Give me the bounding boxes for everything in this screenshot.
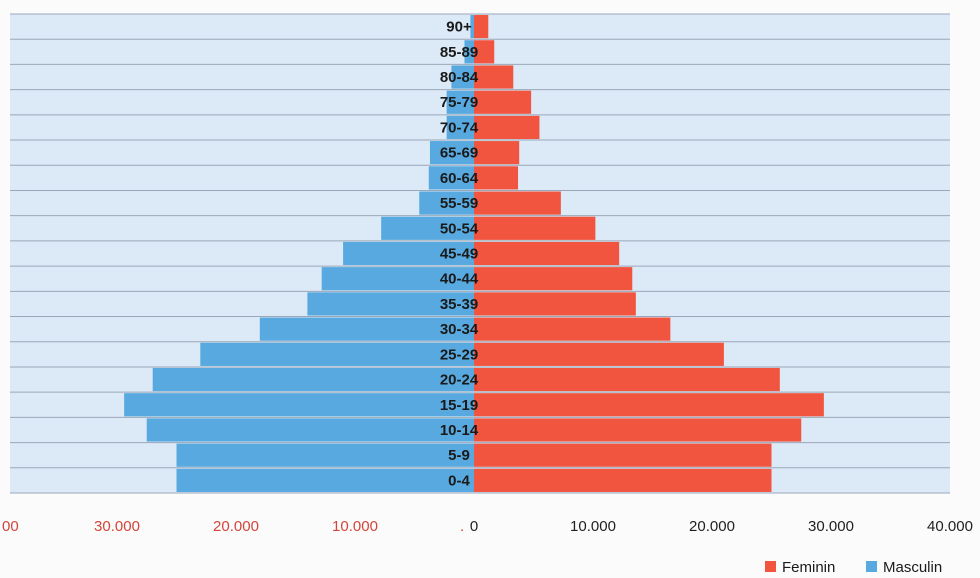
x-tick-label: 0 — [470, 518, 478, 535]
bar-feminin-45-49 — [474, 241, 620, 266]
gridlines — [10, 13, 950, 494]
feminin-bars — [474, 15, 824, 492]
bar-feminin-35-39 — [474, 292, 636, 316]
bar-feminin-0-4 — [474, 468, 772, 492]
age-label: 10-14 — [440, 422, 479, 439]
legend-label-feminin: Feminin — [782, 559, 835, 576]
age-label: 90+ — [446, 19, 472, 36]
age-label: 5-9 — [448, 447, 470, 464]
bar-masculin-5-9 — [176, 443, 474, 467]
age-group-labels: 0-4 5-9 10-14 15-19 20-24 25-29 30-34 35-39 40-4… — [440, 19, 479, 490]
x-tick-label: 00 — [2, 518, 19, 535]
x-tick-label: 20.000 — [213, 518, 259, 535]
age-label: 50-54 — [440, 220, 479, 237]
x-tick-label: 40.000 — [927, 518, 973, 535]
x-tick-label: 30.000 — [94, 518, 140, 535]
x-tick-label: . — [460, 518, 464, 535]
bar-feminin-40-44 — [474, 267, 633, 291]
bar-feminin-75-79 — [474, 90, 532, 114]
age-label: 65-69 — [440, 145, 478, 162]
legend: Feminin Masculin — [765, 559, 942, 576]
bar-masculin-65-69 — [429, 141, 474, 165]
bar-feminin-30-34 — [474, 317, 671, 341]
bar-masculin-45-49 — [343, 241, 474, 266]
age-label: 20-24 — [440, 372, 479, 389]
x-axis-tick-labels: 00 30.000 20.000 10.000. 0 10.000 20.000 30.000… — [2, 518, 973, 535]
bar-masculin-30-34 — [259, 317, 474, 341]
bar-feminin-80-84 — [474, 65, 514, 89]
age-label: 60-64 — [440, 170, 479, 187]
bar-masculin-55-59 — [419, 191, 474, 215]
bar-masculin-50-54 — [381, 216, 474, 240]
x-tick-label: 10.000 — [570, 518, 616, 535]
bar-feminin-90+ — [474, 15, 489, 39]
x-tick-label: 20.000 — [689, 518, 735, 535]
bar-feminin-55-59 — [474, 191, 561, 215]
bar-feminin-50-54 — [474, 216, 596, 240]
age-label: 30-34 — [440, 321, 479, 338]
bar-feminin-10-14 — [474, 418, 802, 442]
bar-masculin-10-14 — [146, 418, 474, 442]
bar-feminin-15-19 — [474, 393, 824, 417]
bar-masculin-0-4 — [176, 468, 474, 492]
bar-masculin-90+ — [470, 15, 474, 39]
bar-feminin-65-69 — [474, 141, 520, 165]
bar-masculin-35-39 — [307, 292, 474, 316]
age-label: 35-39 — [440, 296, 478, 313]
bar-feminin-25-29 — [474, 342, 724, 366]
bar-masculin-70-74 — [446, 115, 474, 140]
bar-masculin-60-64 — [428, 166, 474, 190]
x-tick-label: 30.000 — [808, 518, 854, 535]
bar-masculin-40-44 — [321, 267, 474, 291]
age-label: 15-19 — [440, 397, 478, 414]
bar-feminin-70-74 — [474, 115, 540, 140]
bar-masculin-15-19 — [124, 393, 474, 417]
age-label: 25-29 — [440, 346, 478, 363]
age-label: 75-79 — [440, 94, 478, 111]
bar-feminin-20-24 — [474, 367, 780, 392]
bar-masculin-80-84 — [451, 65, 474, 89]
legend-swatch-feminin — [765, 561, 776, 572]
legend-swatch-masculin — [866, 561, 877, 572]
bar-masculin-20-24 — [152, 367, 474, 392]
legend-label-masculin: Masculin — [883, 559, 942, 576]
age-label: 80-84 — [440, 69, 479, 86]
bar-masculin-25-29 — [200, 342, 475, 366]
masculin-bars — [124, 15, 475, 492]
age-label: 45-49 — [440, 246, 478, 263]
x-tick-label: 10.000 — [332, 518, 378, 535]
bar-feminin-5-9 — [474, 443, 772, 467]
bar-masculin-85-89 — [464, 40, 474, 64]
age-label: 70-74 — [440, 119, 479, 136]
bar-feminin-85-89 — [474, 40, 495, 64]
bar-feminin-60-64 — [474, 166, 519, 190]
age-label: 85-89 — [440, 44, 478, 61]
age-label: 0-4 — [448, 472, 470, 489]
age-label: 40-44 — [440, 271, 479, 288]
age-label: 55-59 — [440, 195, 478, 212]
bar-masculin-75-79 — [446, 90, 474, 114]
